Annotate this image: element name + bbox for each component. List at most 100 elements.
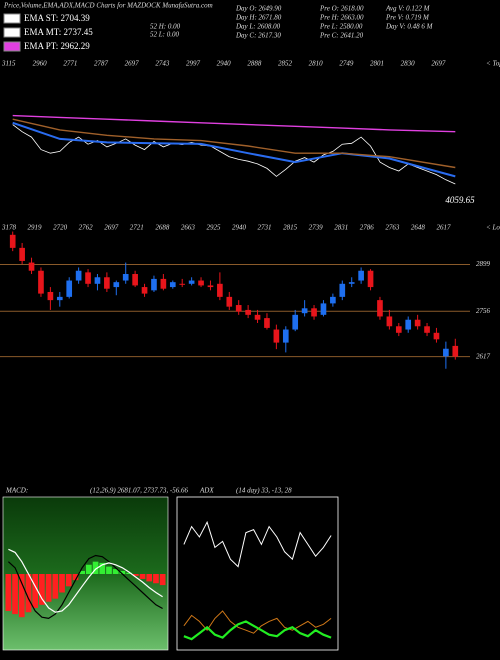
histogram-bar <box>159 574 166 586</box>
candle-body <box>160 278 167 289</box>
level-label: 2617 <box>476 352 491 360</box>
candle-body <box>179 283 186 285</box>
histogram-bar <box>5 574 12 611</box>
candle-body <box>395 326 402 333</box>
candle-body <box>75 270 82 281</box>
ema-line <box>12 118 456 169</box>
candle-body <box>330 296 336 304</box>
annotation: 2688 <box>155 224 170 232</box>
ema-line <box>12 121 456 178</box>
legend-swatch <box>3 13 21 24</box>
panel-title: MACD: <box>5 487 28 495</box>
level-label: 2899 <box>476 260 491 268</box>
candle-body <box>94 277 101 284</box>
histogram-bar <box>32 574 39 608</box>
histogram-bar <box>126 572 132 574</box>
stat: Day C: 2617.30 <box>235 32 281 40</box>
macd-line <box>8 548 163 613</box>
stat: Pre C: 2641.20 <box>319 32 364 40</box>
candle-body <box>292 314 299 330</box>
candle-body <box>443 348 449 357</box>
candle-body <box>122 274 129 281</box>
annotation: 2810 <box>309 60 324 68</box>
histogram-bar <box>86 564 92 574</box>
macd-line <box>7 554 163 620</box>
candle-body <box>282 329 289 343</box>
ema-line <box>12 114 456 133</box>
panel-title: ADX <box>199 487 214 495</box>
annotation: 2663 <box>181 224 196 232</box>
histogram-bar <box>139 574 146 579</box>
histogram-bar <box>52 574 59 599</box>
page-title: Price,Volume,EMA,ADX,MACD Charts for MAZ… <box>3 2 213 10</box>
stat: Day L: 2608.00 <box>235 23 281 31</box>
candle-body <box>414 319 421 327</box>
histogram-bar <box>146 574 153 582</box>
annotation: 2831 <box>334 224 348 232</box>
annotation: 2720 <box>53 224 68 232</box>
candle-body <box>348 282 355 284</box>
annotation: 2697 <box>125 60 139 68</box>
annotation: 2739 <box>309 224 324 232</box>
stat: Pre H: 2663.00 <box>319 14 364 22</box>
stat: Day V: 0.48 6 M <box>385 23 434 31</box>
histogram-bar <box>92 561 99 574</box>
candle-body <box>320 303 327 315</box>
stat: Pre V: 0.719 M <box>385 14 430 22</box>
annotation: 2697 <box>431 60 446 68</box>
annotation: 2787 <box>94 60 109 68</box>
annotation: 2960 <box>33 60 48 68</box>
candle-body <box>85 272 91 284</box>
candle-body <box>358 270 364 281</box>
annotation: 2888 <box>247 60 261 68</box>
candle-body <box>104 277 110 289</box>
candle-body <box>254 314 261 320</box>
stat: Day H: 2671.80 <box>235 14 282 22</box>
annotation: 2815 <box>283 224 298 232</box>
stat: 52 L: 0.00 <box>150 31 179 39</box>
candle-body <box>311 308 317 317</box>
panel-subtitle: (12,26,9) 2681.07, 2737.73, -56.66 <box>90 487 188 495</box>
histogram-bar <box>119 570 126 574</box>
histogram-bar <box>79 570 85 574</box>
histogram-bar <box>112 569 119 574</box>
annotation: 2801 <box>370 60 384 68</box>
panel-subtitle: (14 day) 33, -13, 28 <box>236 487 292 495</box>
side-label: < Lows <box>486 224 500 232</box>
candle-body <box>47 291 54 301</box>
annotation: 2721 <box>130 224 144 232</box>
annotation: 2925 <box>206 224 221 232</box>
candle-body <box>151 278 157 291</box>
candle-body <box>452 345 459 357</box>
annotation: 2830 <box>401 60 416 68</box>
annotation: 2786 <box>360 224 375 232</box>
legend-entry: EMA MT: 2737.45 <box>24 27 93 37</box>
legend-swatch <box>3 27 21 38</box>
histogram-bar <box>72 574 79 581</box>
candle-body <box>113 282 120 288</box>
histogram-bar <box>132 574 139 576</box>
candle-body <box>226 296 233 307</box>
price-line <box>12 124 456 185</box>
candle-body <box>28 262 35 271</box>
candle-body <box>38 270 44 294</box>
histogram-bar <box>106 566 112 574</box>
stat: Pre L: 2580.00 <box>319 23 363 31</box>
annotation: 2762 <box>79 224 94 232</box>
candle-body <box>245 309 251 315</box>
candle-body <box>188 280 195 284</box>
candle-body <box>56 296 63 301</box>
candle-body <box>405 319 412 330</box>
stat: Avg V: 0.122 M <box>385 5 431 13</box>
candle-body <box>235 305 242 312</box>
legend-entry: EMA ST: 2704.39 <box>24 13 90 23</box>
histogram-bar <box>59 574 65 593</box>
annotation: 2617 <box>436 224 451 232</box>
histogram-bar <box>18 574 25 618</box>
annotation: 2997 <box>186 60 201 68</box>
adx-line <box>183 620 332 641</box>
annotation: 2697 <box>104 224 119 232</box>
annotation: 2919 <box>28 224 43 232</box>
candle-body <box>301 308 308 314</box>
